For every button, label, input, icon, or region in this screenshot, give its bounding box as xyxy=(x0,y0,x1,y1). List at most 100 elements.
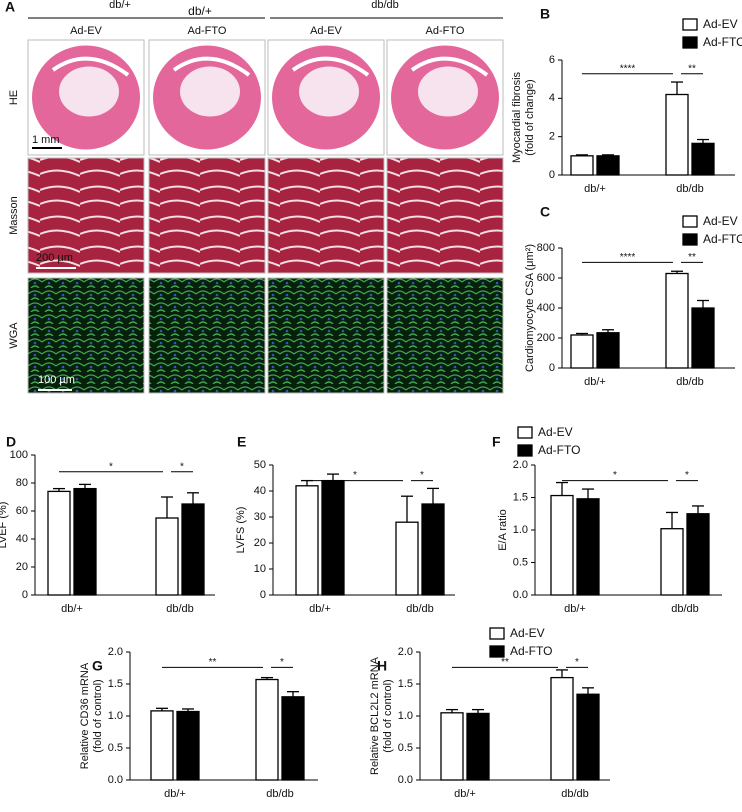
y-tick-label: 0 xyxy=(549,362,555,374)
significance-label: ** xyxy=(501,657,509,668)
legend-swatch xyxy=(682,215,698,228)
bar xyxy=(47,490,71,596)
significance-label: ** xyxy=(209,657,217,668)
bar xyxy=(596,332,620,369)
y-tick-label: 0.5 xyxy=(398,742,413,754)
legend-label: Ad-EV xyxy=(538,425,573,439)
scale-bar-label: 1 mm xyxy=(32,134,60,146)
bar xyxy=(421,503,445,596)
cavity-edge xyxy=(172,56,251,77)
y-axis-label: Relative BCL2L2 mRNA xyxy=(369,656,381,775)
panel-letter: A xyxy=(5,0,15,15)
legend-swatch xyxy=(682,233,698,246)
chart: D 0 20 40 60 80 100 LVEF (%) db/+ db/db * * xyxy=(0,434,215,615)
bar xyxy=(576,498,600,596)
bar xyxy=(255,678,279,781)
heart-cavity xyxy=(418,66,478,117)
y-axis-label: Relative CD36 mRNA xyxy=(79,662,91,769)
legend-swatch xyxy=(489,627,505,640)
panel-letter: F xyxy=(492,434,501,450)
significance-label: * xyxy=(420,470,424,481)
column-label: Ad-FTO xyxy=(426,25,465,37)
cavity-edge xyxy=(51,56,130,77)
y-tick-label: 4 xyxy=(549,92,555,104)
chart: F 0.0 0.5 1.0 1.5 2.0 E/A ratio db/+ db/db * * Ad-E… xyxy=(492,425,722,615)
y-tick-label: 20 xyxy=(16,561,28,573)
y-tick-label: 1.0 xyxy=(108,710,123,722)
significance-label: * xyxy=(685,470,689,481)
legend-label: Ad-EV xyxy=(703,17,738,31)
y-tick-label: 50 xyxy=(254,459,266,471)
y-tick-label: 200 xyxy=(537,332,555,344)
y-tick-label: 1.5 xyxy=(108,678,123,690)
significance-label: ** xyxy=(688,63,696,74)
bar xyxy=(570,334,594,369)
y-tick-label: 1.5 xyxy=(398,678,413,690)
panel-letter: D xyxy=(6,434,16,450)
bar xyxy=(665,272,689,369)
y-tick-label: 1.0 xyxy=(398,710,413,722)
bar xyxy=(321,479,345,596)
bar xyxy=(691,142,715,176)
significance-label: * xyxy=(353,470,357,481)
bar xyxy=(176,710,200,781)
bar xyxy=(466,712,490,781)
legend-label: Ad-EV xyxy=(510,626,545,640)
chart: E 0 10 20 30 40 50 LVFS (%) db/+ db/db * * xyxy=(235,434,455,615)
y-axis-label: LVEF (%) xyxy=(0,502,9,549)
y-tick-label: 400 xyxy=(537,302,555,314)
y-axis-label: Cardiomyocyte CSA (μm²) xyxy=(524,244,536,372)
x-tick-label: db/db xyxy=(166,603,194,615)
legend-swatch xyxy=(682,18,698,31)
y-tick-label: 40 xyxy=(16,533,28,545)
bar xyxy=(596,155,620,176)
bar xyxy=(155,517,179,596)
group-label: db/db xyxy=(371,0,399,11)
bar xyxy=(440,712,464,781)
heart-cavity xyxy=(59,66,119,117)
y-axis-label: (fold of change) xyxy=(524,79,536,155)
panel-letter: G xyxy=(92,658,103,674)
y-tick-label: 2 xyxy=(549,131,555,143)
y-tick-label: 60 xyxy=(16,505,28,517)
bar xyxy=(665,93,689,176)
heart-cavity xyxy=(180,66,240,117)
panel-letter: B xyxy=(540,6,550,22)
x-tick-label: db/db xyxy=(671,603,699,615)
column-label: Ad-EV xyxy=(310,25,342,37)
y-tick-label: 800 xyxy=(537,242,555,254)
x-tick-label: db/+ xyxy=(164,788,186,800)
bar xyxy=(660,528,684,596)
y-tick-label: 20 xyxy=(254,537,266,549)
x-tick-label: db/+ xyxy=(309,603,331,615)
y-tick-label: 2.0 xyxy=(513,459,528,471)
y-tick-label: 80 xyxy=(16,477,28,489)
column-label: Ad-EV xyxy=(70,25,102,37)
column-label: Ad-FTO xyxy=(188,25,227,37)
chart: B 0 2 4 6 Myocardial fibrosis (fold of change)… xyxy=(511,6,742,195)
image-frame xyxy=(27,277,145,394)
y-tick-label: 2.0 xyxy=(108,646,123,658)
y-tick-label: 1.0 xyxy=(513,524,528,536)
y-axis-label: Myocardial fibrosis xyxy=(511,71,523,163)
x-tick-label: db/db xyxy=(561,788,589,800)
y-tick-label: 0 xyxy=(260,589,266,601)
y-tick-label: 30 xyxy=(254,511,266,523)
legend-label: Ad-FTO xyxy=(510,644,552,658)
y-tick-label: 0.5 xyxy=(108,742,123,754)
bar xyxy=(686,513,710,596)
panel-a: A db/+ db/+ db/db xyxy=(5,0,503,19)
x-tick-label: db/+ xyxy=(454,788,476,800)
legend-label: Ad-FTO xyxy=(703,232,742,246)
y-tick-label: 100 xyxy=(10,449,28,461)
x-tick-label: db/+ xyxy=(584,183,606,195)
bar xyxy=(550,494,574,596)
group-label: db/+ xyxy=(188,4,212,18)
cavity-edge xyxy=(291,56,370,77)
image-frame xyxy=(267,277,385,394)
x-tick-label: db/db xyxy=(406,603,434,615)
bar xyxy=(576,693,600,781)
chart: H 0.0 0.5 1.0 1.5 2.0 Relative BCL2L2 mRNA (fol… xyxy=(369,626,610,800)
y-tick-label: 0 xyxy=(22,589,28,601)
group-label: db/+ xyxy=(109,0,131,11)
